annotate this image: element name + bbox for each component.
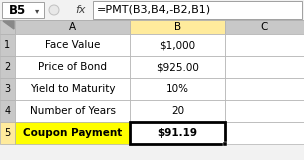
Bar <box>0 100 15 122</box>
Polygon shape <box>3 21 14 29</box>
Text: $1,000: $1,000 <box>159 40 195 50</box>
Text: A: A <box>69 22 76 32</box>
Text: Yield to Maturity: Yield to Maturity <box>30 84 115 94</box>
Text: =PMT(B3,B4,-B2,B1): =PMT(B3,B4,-B2,B1) <box>97 5 211 15</box>
Bar <box>15 78 130 100</box>
Text: 4: 4 <box>5 106 11 116</box>
Bar <box>225 122 304 144</box>
Text: Number of Years: Number of Years <box>29 106 116 116</box>
Text: fx: fx <box>76 5 86 15</box>
Bar <box>130 100 225 122</box>
Bar <box>2 2 44 18</box>
Bar <box>0 20 15 34</box>
Bar <box>130 78 225 100</box>
Bar <box>0 0 304 20</box>
Bar <box>15 56 130 78</box>
Text: 1: 1 <box>5 40 11 50</box>
Bar <box>0 34 15 56</box>
Text: 3: 3 <box>5 84 11 94</box>
Circle shape <box>49 5 59 15</box>
Text: $925.00: $925.00 <box>156 62 199 72</box>
Text: 5: 5 <box>4 128 11 138</box>
Bar <box>0 78 15 100</box>
Bar <box>15 122 130 144</box>
Bar <box>15 20 130 34</box>
Bar <box>15 100 130 122</box>
Bar <box>225 100 304 122</box>
Text: C: C <box>261 22 268 32</box>
Text: Face Value: Face Value <box>45 40 100 50</box>
Text: Price of Bond: Price of Bond <box>38 62 107 72</box>
Bar <box>225 56 304 78</box>
Bar <box>130 34 225 56</box>
Text: B: B <box>174 22 181 32</box>
Bar <box>225 20 304 34</box>
Bar <box>225 78 304 100</box>
Text: 20: 20 <box>171 106 184 116</box>
Text: $91.19: $91.19 <box>157 128 198 138</box>
Bar <box>0 56 15 78</box>
Bar <box>130 20 225 34</box>
Bar <box>130 122 225 144</box>
Bar <box>93 1 302 19</box>
Text: Coupon Payment: Coupon Payment <box>23 128 122 138</box>
Bar <box>0 122 15 144</box>
Bar <box>130 122 225 144</box>
Text: B5: B5 <box>9 4 27 16</box>
Bar <box>130 56 225 78</box>
Bar <box>225 34 304 56</box>
Text: 10%: 10% <box>166 84 189 94</box>
Bar <box>15 34 130 56</box>
Text: ▾: ▾ <box>35 6 39 15</box>
Text: 2: 2 <box>4 62 11 72</box>
